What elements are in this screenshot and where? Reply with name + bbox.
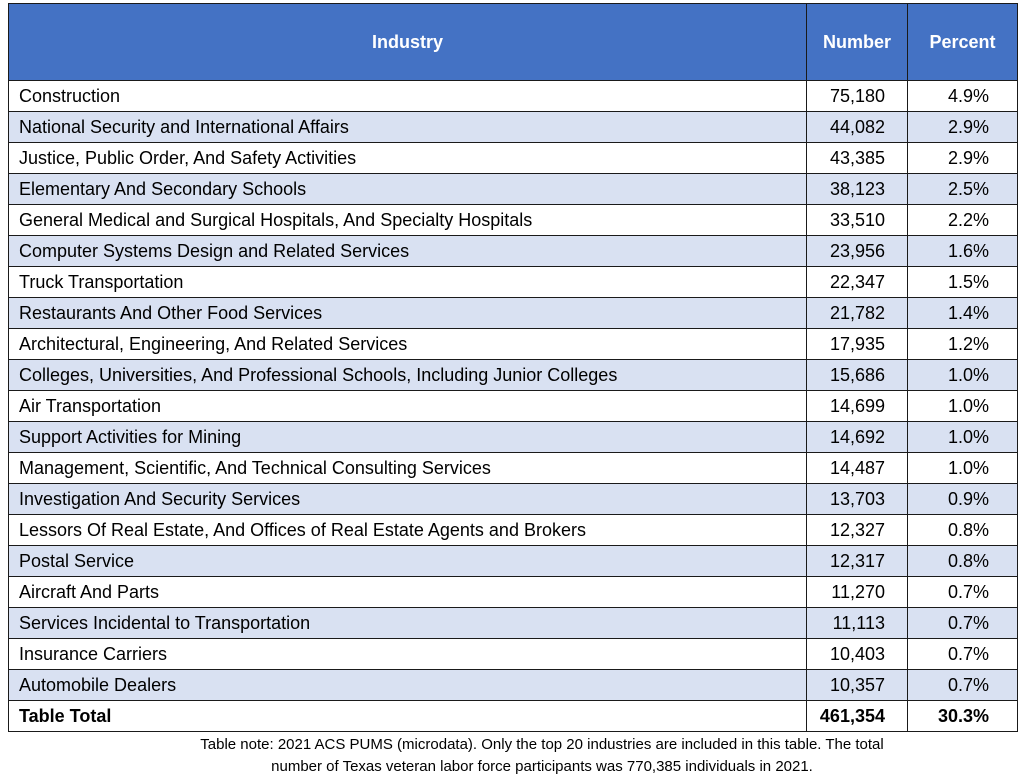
table-row: Construction 75,180 4.9% [8, 80, 1018, 112]
header-row: Industry Number Percent [8, 3, 1018, 81]
cell-industry: Services Incidental to Transportation [8, 607, 807, 639]
cell-number: 12,327 [806, 514, 908, 546]
table-row: Lessors Of Real Estate, And Offices of R… [8, 514, 1018, 546]
cell-industry: Elementary And Secondary Schools [8, 173, 807, 205]
cell-industry: National Security and International Affa… [8, 111, 807, 143]
table-row: Air Transportation 14,699 1.0% [8, 390, 1018, 422]
table-row: Postal Service 12,317 0.8% [8, 545, 1018, 577]
table-row: Restaurants And Other Food Services 21,78… [8, 297, 1018, 329]
cell-number: 75,180 [806, 80, 908, 112]
table-note: Table note: 2021 ACS PUMS (microdata). O… [0, 734, 1024, 778]
cell-percent: 2.5% [907, 173, 1018, 205]
cell-percent: 2.9% [907, 142, 1018, 174]
table-row: Justice, Public Order, And Safety Activi… [8, 142, 1018, 174]
cell-number: 17,935 [806, 328, 908, 360]
cell-industry: General Medical and Surgical Hospitals, … [8, 204, 807, 236]
cell-industry: Truck Transportation [8, 266, 807, 298]
table-note-line-1: Table note: 2021 ACS PUMS (microdata). O… [200, 736, 884, 753]
cell-number: 12,317 [806, 545, 908, 577]
cell-industry: Computer Systems Design and Related Serv… [8, 235, 807, 267]
cell-industry: Support Activities for Mining [8, 421, 807, 453]
cell-percent: 0.8% [907, 514, 1018, 546]
cell-industry: Architectural, Engineering, And Related … [8, 328, 807, 360]
header-industry: Industry [8, 3, 807, 81]
cell-number: 11,113 [806, 607, 908, 639]
table-row: Services Incidental to Transportation 11,… [8, 607, 1018, 639]
cell-number: 14,692 [806, 421, 908, 453]
cell-industry: Aircraft And Parts [8, 576, 807, 608]
cell-industry: Restaurants And Other Food Services [8, 297, 807, 329]
cell-percent: 2.9% [907, 111, 1018, 143]
cell-number: 43,385 [806, 142, 908, 174]
cell-number: 11,270 [806, 576, 908, 608]
table-row: Aircraft And Parts 11,270 0.7% [8, 576, 1018, 608]
cell-industry: Construction [8, 80, 807, 112]
cell-percent: 1.5% [907, 266, 1018, 298]
table-row: Investigation And Security Services 13,70… [8, 483, 1018, 515]
cell-industry: Investigation And Security Services [8, 483, 807, 515]
cell-number: 23,956 [806, 235, 908, 267]
cell-industry: Postal Service [8, 545, 807, 577]
cell-number: 461,354 [806, 700, 908, 732]
cell-percent: 1.0% [907, 421, 1018, 453]
table-row: Computer Systems Design and Related Serv… [8, 235, 1018, 267]
cell-percent: 0.7% [907, 638, 1018, 670]
table-note-line-2: number of Texas veteran labor force part… [271, 758, 813, 775]
cell-number: 33,510 [806, 204, 908, 236]
industry-table: Industry Number Percent Construction 75,1… [8, 3, 1018, 732]
table-row: Colleges, Universities, And Professional… [8, 359, 1018, 391]
cell-percent: 0.9% [907, 483, 1018, 515]
cell-number: 15,686 [806, 359, 908, 391]
cell-percent: 2.2% [907, 204, 1018, 236]
cell-number: 44,082 [806, 111, 908, 143]
cell-percent: 30.3% [907, 700, 1018, 732]
cell-percent: 1.4% [907, 297, 1018, 329]
table-row: General Medical and Surgical Hospitals, … [8, 204, 1018, 236]
table-row: Automobile Dealers 10,357 0.7% [8, 669, 1018, 701]
cell-industry: Justice, Public Order, And Safety Activi… [8, 142, 807, 174]
cell-number: 21,782 [806, 297, 908, 329]
table-row: Support Activities for Mining 14,692 1.0% [8, 421, 1018, 453]
cell-percent: 1.0% [907, 452, 1018, 484]
table-total-row: Table Total 461,354 30.3% [8, 700, 1018, 732]
cell-percent: 0.7% [907, 669, 1018, 701]
cell-number: 22,347 [806, 266, 908, 298]
cell-number: 14,699 [806, 390, 908, 422]
cell-percent: 0.7% [907, 607, 1018, 639]
cell-percent: 1.0% [907, 359, 1018, 391]
cell-number: 14,487 [806, 452, 908, 484]
table-row: Architectural, Engineering, And Related … [8, 328, 1018, 360]
cell-percent: 1.2% [907, 328, 1018, 360]
cell-percent: 4.9% [907, 80, 1018, 112]
table-row: Insurance Carriers 10,403 0.7% [8, 638, 1018, 670]
cell-industry: Automobile Dealers [8, 669, 807, 701]
table-row: Management, Scientific, And Technical Co… [8, 452, 1018, 484]
header-percent: Percent [907, 3, 1018, 81]
cell-industry: Table Total [8, 700, 807, 732]
cell-number: 13,703 [806, 483, 908, 515]
cell-number: 10,357 [806, 669, 908, 701]
cell-industry: Insurance Carriers [8, 638, 807, 670]
cell-percent: 0.7% [907, 576, 1018, 608]
header-number: Number [806, 3, 908, 81]
cell-industry: Colleges, Universities, And Professional… [8, 359, 807, 391]
cell-industry: Air Transportation [8, 390, 807, 422]
table-row: National Security and International Affa… [8, 111, 1018, 143]
cell-industry: Management, Scientific, And Technical Co… [8, 452, 807, 484]
cell-percent: 1.0% [907, 390, 1018, 422]
table-row: Truck Transportation 22,347 1.5% [8, 266, 1018, 298]
table-body: Construction 75,180 4.9% National Security … [8, 80, 1018, 732]
cell-industry: Lessors Of Real Estate, And Offices of R… [8, 514, 807, 546]
cell-number: 38,123 [806, 173, 908, 205]
table-row: Elementary And Secondary Schools 38,123 2.… [8, 173, 1018, 205]
cell-percent: 0.8% [907, 545, 1018, 577]
cell-number: 10,403 [806, 638, 908, 670]
cell-percent: 1.6% [907, 235, 1018, 267]
